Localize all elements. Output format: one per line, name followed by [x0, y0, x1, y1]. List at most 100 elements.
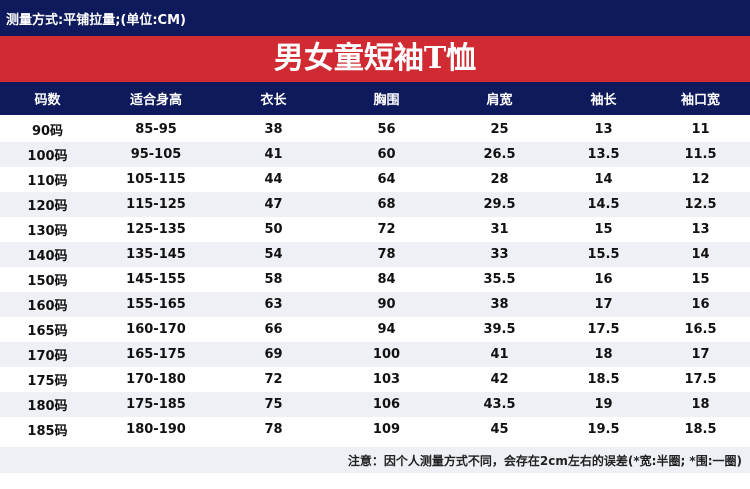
table-cell: 12 [651, 167, 750, 192]
table-cell: 94 [330, 317, 443, 342]
table-cell: 15 [651, 267, 750, 292]
column-header: 衣长 [217, 82, 330, 117]
table-cell: 15.5 [556, 242, 651, 267]
table-cell: 17.5 [556, 317, 651, 342]
table-cell: 180码 [0, 392, 95, 417]
table-cell: 63 [217, 292, 330, 317]
table-cell: 90码 [0, 116, 95, 142]
table-row: 160码 155-165 63 90 38 17 16 [0, 292, 750, 317]
table-cell: 66 [217, 317, 330, 342]
table-cell: 175码 [0, 367, 95, 392]
table-cell: 43.5 [443, 392, 556, 417]
table-cell: 109 [330, 417, 443, 442]
table-cell: 130码 [0, 217, 95, 242]
table-cell: 145-155 [95, 267, 217, 292]
table-cell: 150码 [0, 267, 95, 292]
table-cell: 12.5 [651, 192, 750, 217]
column-header: 袖口宽 [651, 82, 750, 117]
table-cell: 18 [651, 392, 750, 417]
table-cell: 15 [556, 217, 651, 242]
footer-note-bar: 注意：因个人测量方式不同，会存在2cm左右的误差(*宽:半圈; *围:一圈) [0, 447, 750, 473]
table-cell: 19.5 [556, 417, 651, 442]
column-header: 码数 [0, 82, 95, 117]
column-header: 胸围 [330, 82, 443, 117]
table-cell: 29.5 [443, 192, 556, 217]
table-cell: 11 [651, 116, 750, 142]
table-cell: 54 [217, 242, 330, 267]
table-cell: 25 [443, 116, 556, 142]
table-cell: 100 [330, 342, 443, 367]
table-row: 110码 105-115 44 64 28 14 12 [0, 167, 750, 192]
table-row: 170码 165-175 69 100 41 18 17 [0, 342, 750, 367]
table-cell: 140码 [0, 242, 95, 267]
table-cell: 14 [556, 167, 651, 192]
table-cell: 155-165 [95, 292, 217, 317]
table-cell: 18 [556, 342, 651, 367]
table-row: 150码 145-155 58 84 35.5 16 15 [0, 267, 750, 292]
measure-header-bar: 测量方式:平铺拉量;(单位:CM) [0, 0, 750, 36]
table-cell: 78 [330, 242, 443, 267]
table-cell: 39.5 [443, 317, 556, 342]
table-cell: 14 [651, 242, 750, 267]
table-cell: 106 [330, 392, 443, 417]
table-cell: 44 [217, 167, 330, 192]
measurement-error-note: 注意：因个人测量方式不同，会存在2cm左右的误差(*宽:半圈; *围:一圈) [347, 454, 742, 468]
table-cell: 110码 [0, 167, 95, 192]
table-row: 120码 115-125 47 68 29.5 14.5 12.5 [0, 192, 750, 217]
column-header: 适合身高 [95, 82, 217, 117]
table-row: 130码 125-135 50 72 31 15 13 [0, 217, 750, 242]
table-cell: 160码 [0, 292, 95, 317]
table-cell: 16 [556, 267, 651, 292]
table-cell: 95-105 [95, 142, 217, 167]
table-cell: 100码 [0, 142, 95, 167]
table-cell: 18.5 [651, 417, 750, 442]
table-cell: 33 [443, 242, 556, 267]
table-row: 180码 175-185 75 106 43.5 19 18 [0, 392, 750, 417]
column-header: 肩宽 [443, 82, 556, 117]
table-cell: 72 [217, 367, 330, 392]
table-cell: 18.5 [556, 367, 651, 392]
table-cell: 11.5 [651, 142, 750, 167]
table-cell: 180-190 [95, 417, 217, 442]
table-cell: 16.5 [651, 317, 750, 342]
table-cell: 170-180 [95, 367, 217, 392]
table-cell: 105-115 [95, 167, 217, 192]
table-cell: 13 [651, 217, 750, 242]
table-cell: 16 [651, 292, 750, 317]
measure-note: 测量方式:平铺拉量;(单位:CM) [6, 13, 186, 28]
table-cell: 17 [556, 292, 651, 317]
table-cell: 19 [556, 392, 651, 417]
table-row: 140码 135-145 54 78 33 15.5 14 [0, 242, 750, 267]
table-cell: 125-135 [95, 217, 217, 242]
table-cell: 58 [217, 267, 330, 292]
table-cell: 38 [443, 292, 556, 317]
table-cell: 56 [330, 116, 443, 142]
table-row: 175码 170-180 72 103 42 18.5 17.5 [0, 367, 750, 392]
product-title: 男女童短袖T恤 [273, 41, 477, 76]
table-cell: 41 [217, 142, 330, 167]
table-cell: 41 [443, 342, 556, 367]
table-cell: 160-170 [95, 317, 217, 342]
title-banner: 男女童短袖T恤 [0, 36, 750, 82]
size-chart-table: 码数 适合身高 衣长 胸围 肩宽 袖长 袖口宽 90码 85-95 38 56 25 13… [0, 82, 750, 442]
table-cell: 13.5 [556, 142, 651, 167]
table-cell: 68 [330, 192, 443, 217]
table-cell: 120码 [0, 192, 95, 217]
table-cell: 170码 [0, 342, 95, 367]
table-cell: 69 [217, 342, 330, 367]
table-cell: 165码 [0, 317, 95, 342]
table-cell: 78 [217, 417, 330, 442]
table-cell: 165-175 [95, 342, 217, 367]
table-cell: 35.5 [443, 267, 556, 292]
table-cell: 17 [651, 342, 750, 367]
table-cell: 72 [330, 217, 443, 242]
table-row: 185码 180-190 78 109 45 19.5 18.5 [0, 417, 750, 442]
table-header-row: 码数 适合身高 衣长 胸围 肩宽 袖长 袖口宽 [0, 82, 750, 117]
table-cell: 85-95 [95, 116, 217, 142]
table-cell: 103 [330, 367, 443, 392]
table-cell: 64 [330, 167, 443, 192]
table-row: 100码 95-105 41 60 26.5 13.5 11.5 [0, 142, 750, 167]
table-cell: 84 [330, 267, 443, 292]
table-cell: 28 [443, 167, 556, 192]
table-row: 165码 160-170 66 94 39.5 17.5 16.5 [0, 317, 750, 342]
